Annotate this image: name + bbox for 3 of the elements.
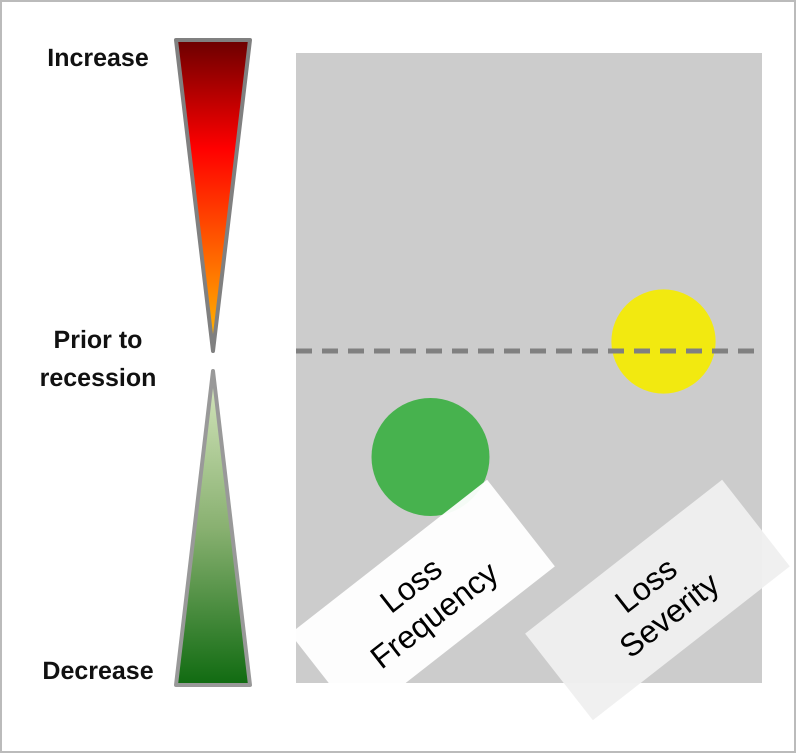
text: Decrease <box>42 657 154 685</box>
text: Prior to recession <box>40 326 156 392</box>
text: Increase <box>47 44 149 72</box>
